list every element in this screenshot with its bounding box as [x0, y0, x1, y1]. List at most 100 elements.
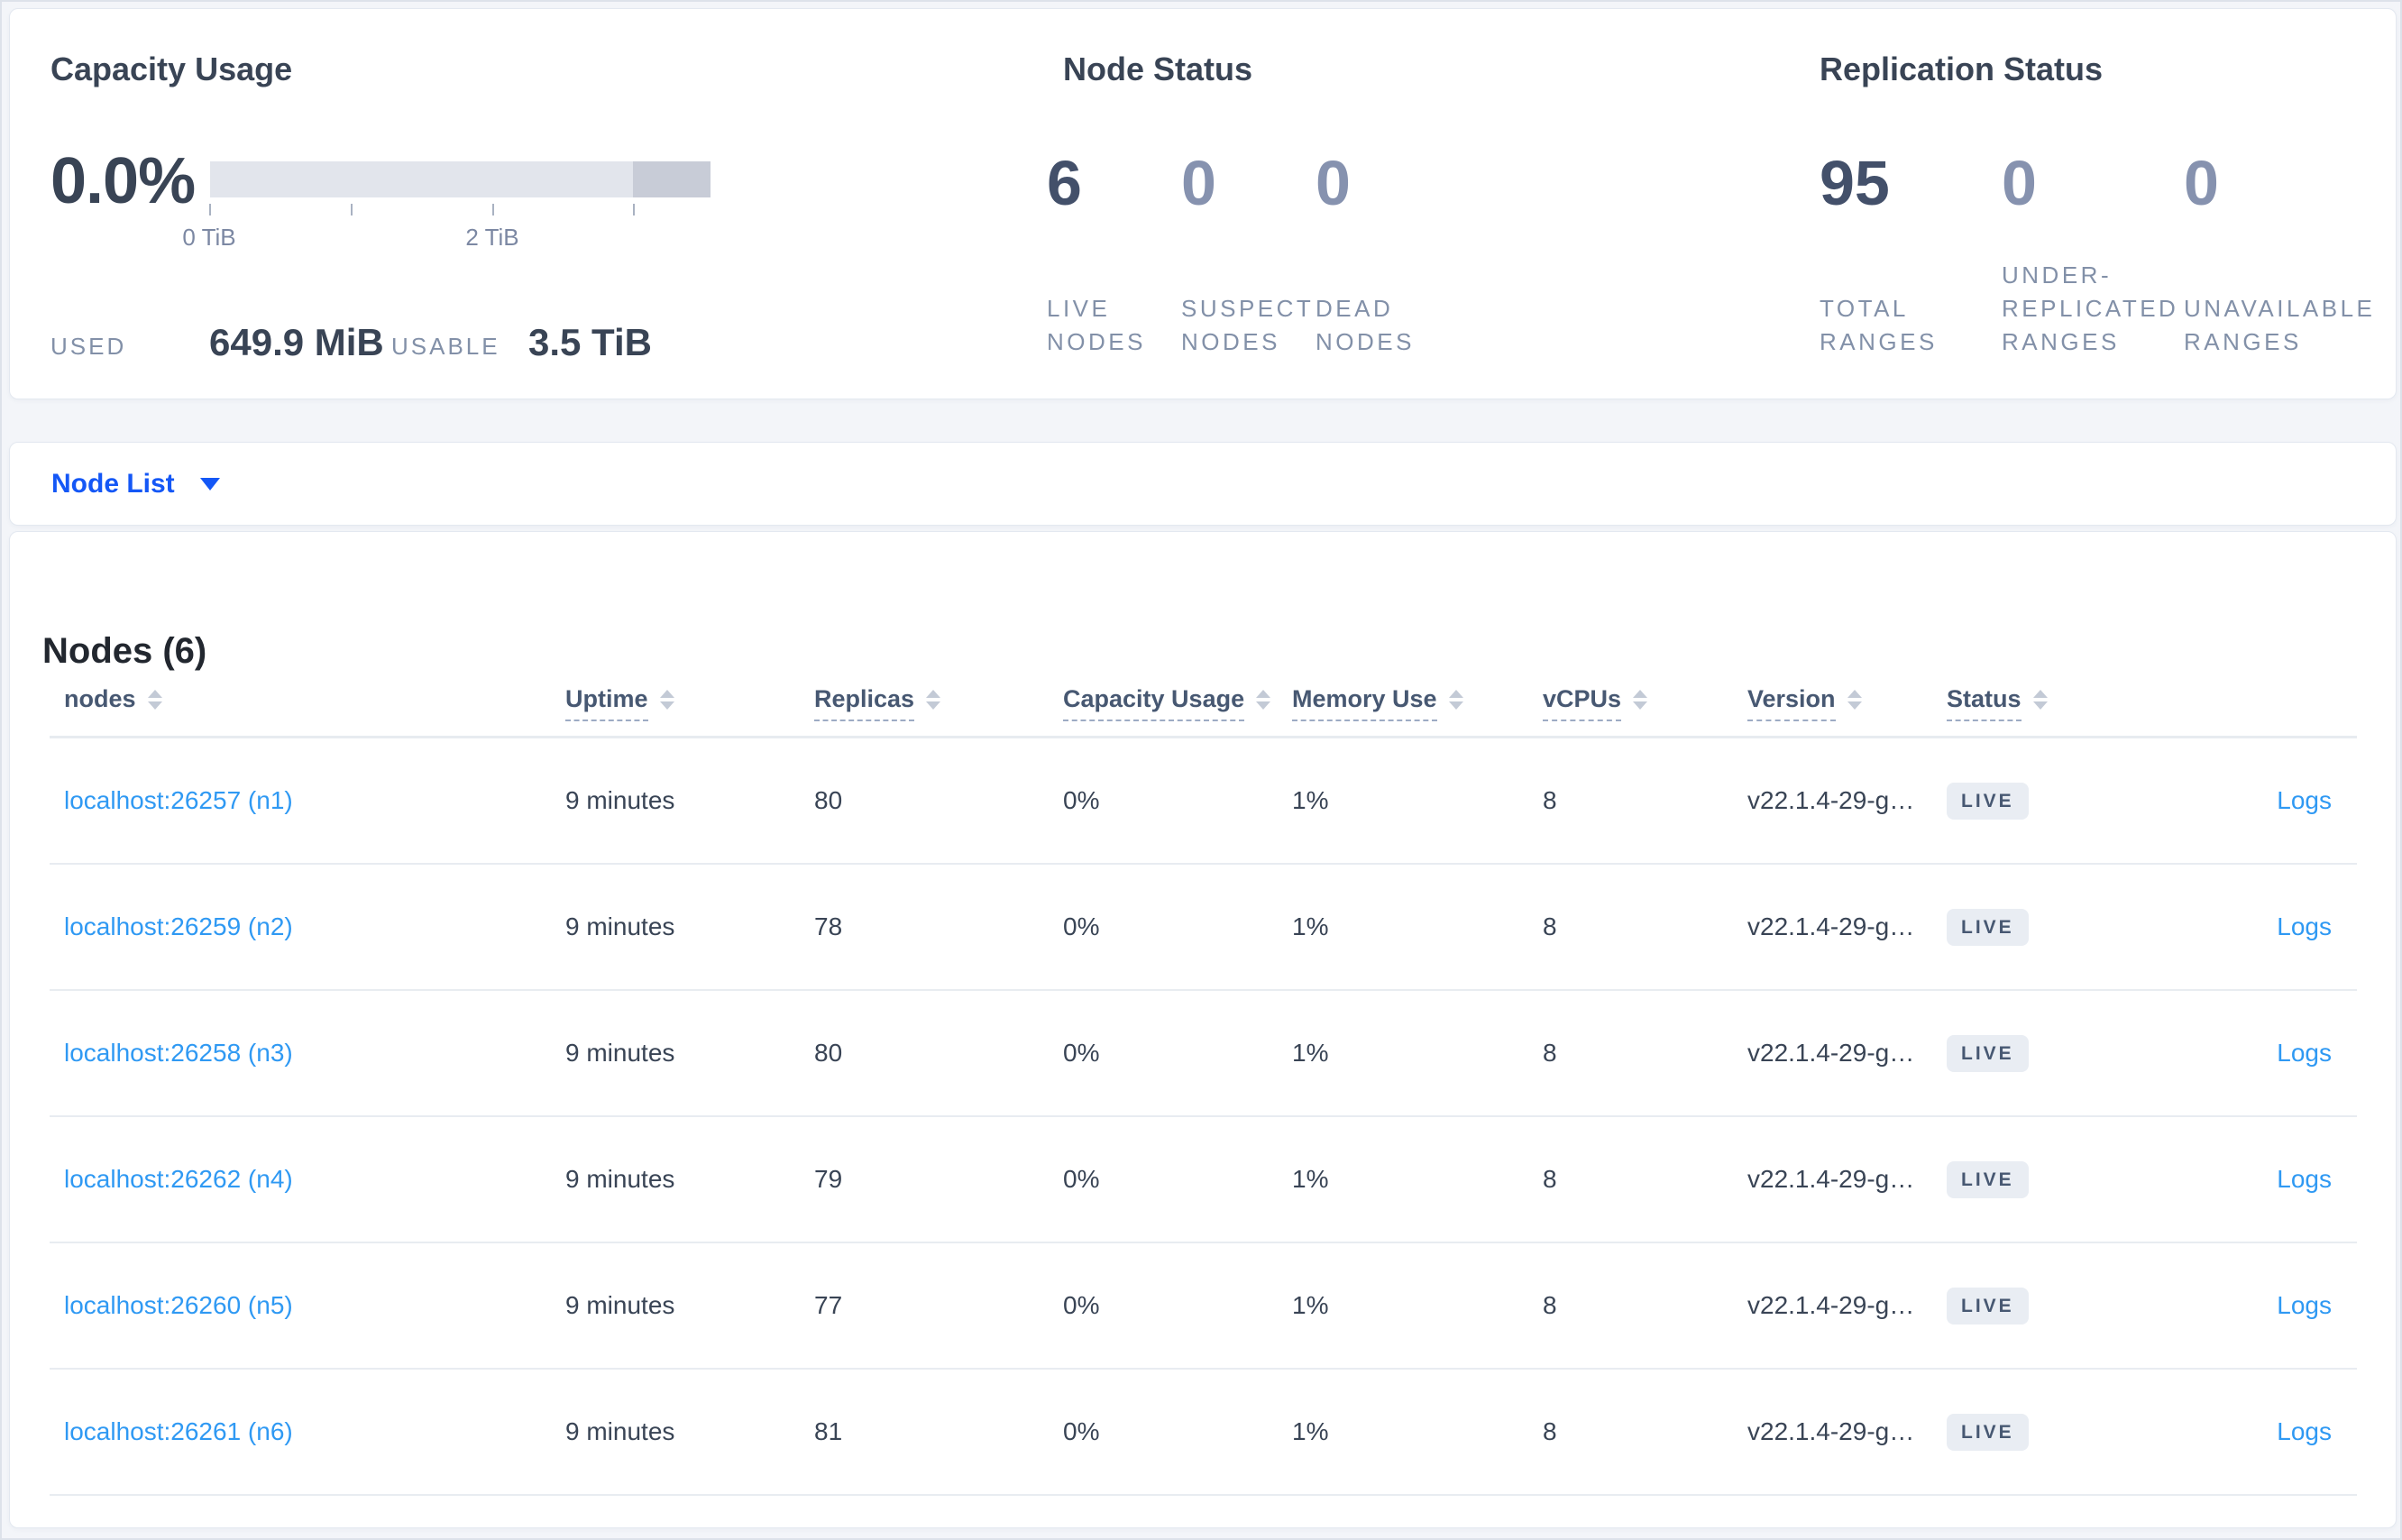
sort-icon[interactable] [1448, 690, 1463, 710]
column-header-nodes[interactable]: nodes [64, 685, 565, 736]
capacity-usage-cell: 0% [1063, 1039, 1100, 1067]
logs-link[interactable]: Logs [2277, 1417, 2332, 1445]
sort-icon[interactable] [2032, 690, 2048, 710]
node-address-link[interactable]: localhost:26257 (n1) [64, 786, 293, 814]
vcpus-cell: 8 [1543, 1291, 1557, 1319]
under-replicated-ranges-stat: 0 UNDER-REPLICATED RANGES [2002, 151, 2177, 359]
column-header-logs [2262, 685, 2357, 736]
axis-tick-label: 0 TiB [182, 224, 236, 251]
node-status-title: Node Status [1063, 50, 1253, 87]
status-badge: LIVE [1947, 1160, 2029, 1198]
table-row: localhost:26262 (n4) 9 minutes 79 0% 1% … [50, 1117, 2357, 1243]
vcpus-cell: 8 [1543, 1039, 1557, 1067]
status-badge: LIVE [1947, 908, 2029, 946]
sort-icon[interactable] [147, 690, 162, 710]
sort-icon[interactable] [659, 690, 674, 710]
logs-link[interactable]: Logs [2277, 1165, 2332, 1193]
node-list-dropdown-label: Node List [51, 468, 175, 499]
chevron-down-icon[interactable] [199, 477, 220, 490]
replication-status-stats: 95 TOTAL RANGES 0 UNDER-REPLICATED RANGE… [1820, 148, 2376, 359]
logs-link[interactable]: Logs [2277, 786, 2332, 814]
sort-icon[interactable] [926, 690, 941, 710]
memory-use-cell: 1% [1292, 912, 1329, 940]
version-cell: v22.1.4-29-g… [1747, 1291, 1915, 1319]
unavailable-ranges-value: 0 [2184, 148, 2219, 218]
table-row: localhost:26258 (n3) 9 minutes 80 0% 1% … [50, 991, 2357, 1117]
axis-tick [492, 204, 494, 215]
capacity-usage-bar [210, 161, 711, 197]
memory-use-cell: 1% [1292, 1165, 1329, 1193]
suspect-nodes-value: 0 [1181, 148, 1216, 218]
usable-value: 3.5 TiB [528, 321, 652, 363]
unavailable-ranges-stat: 0 UNAVAILABLE RANGES [2184, 148, 2376, 359]
node-list-dropdown[interactable]: Node List [51, 469, 175, 500]
sort-icon[interactable] [1256, 690, 1271, 710]
replicas-cell: 78 [814, 912, 843, 940]
column-header-status[interactable]: Status [1947, 685, 2262, 736]
column-header-memory-use[interactable]: Memory Use [1292, 685, 1543, 736]
logs-link[interactable]: Logs [2277, 1039, 2332, 1067]
vcpus-cell: 8 [1543, 1165, 1557, 1193]
column-header-uptime[interactable]: Uptime [565, 685, 814, 736]
node-address-link[interactable]: localhost:26259 (n2) [64, 912, 293, 940]
capacity-usage-cell: 0% [1063, 1165, 1100, 1193]
total-ranges-stat: 95 TOTAL RANGES [1820, 151, 1995, 359]
version-cell: v22.1.4-29-g… [1747, 786, 1915, 814]
replicas-cell: 80 [814, 786, 843, 814]
table-body: localhost:26257 (n1) 9 minutes 80 0% 1% … [50, 738, 2357, 1496]
table-row: localhost:26261 (n6) 9 minutes 81 0% 1% … [50, 1370, 2357, 1496]
capacity-usage-cell: 0% [1063, 912, 1100, 940]
status-badge: LIVE [1947, 782, 2029, 820]
view-selector-card: Node List [9, 442, 2397, 526]
sort-icon[interactable] [1633, 690, 1648, 710]
logs-link[interactable]: Logs [2277, 912, 2332, 940]
version-cell: v22.1.4-29-g… [1747, 1165, 1915, 1193]
replication-status-title: Replication Status [1820, 50, 2104, 87]
vcpus-cell: 8 [1543, 912, 1557, 940]
total-ranges-value: 95 [1820, 148, 1890, 218]
capacity-usage-title: Capacity Usage [50, 50, 293, 87]
column-header-version[interactable]: Version [1747, 685, 1947, 736]
table-header-row: nodes Uptime Replicas Capacity Usage Mem… [50, 673, 2357, 738]
logs-link[interactable]: Logs [2277, 1291, 2332, 1319]
replicas-cell: 81 [814, 1417, 843, 1445]
used-value: 649.9 MiB [209, 321, 384, 363]
capacity-usage-cell: 0% [1063, 1291, 1100, 1319]
replicas-cell: 79 [814, 1165, 843, 1193]
dead-nodes-value: 0 [1316, 148, 1351, 218]
suspect-nodes-stat: 0 SUSPECT NODES [1181, 148, 1314, 359]
version-cell: v22.1.4-29-g… [1747, 1417, 1915, 1445]
axis-tick [209, 204, 211, 215]
replicas-cell: 77 [814, 1291, 843, 1319]
node-address-link[interactable]: localhost:26260 (n5) [64, 1291, 293, 1319]
column-header-vcpus[interactable]: vCPUs [1543, 685, 1747, 736]
status-badge: LIVE [1947, 1034, 2029, 1072]
uptime-cell: 9 minutes [565, 1291, 675, 1319]
uptime-cell: 9 minutes [565, 786, 675, 814]
column-header-capacity-usage[interactable]: Capacity Usage [1063, 685, 1292, 736]
table-row: localhost:26259 (n2) 9 minutes 78 0% 1% … [50, 865, 2357, 991]
capacity-usage-cell: 0% [1063, 1417, 1100, 1445]
unavailable-ranges-label: UNAVAILABLE RANGES [2184, 295, 2376, 355]
live-nodes-stat: 6 LIVE NODES [1047, 151, 1162, 359]
used-label: USED [50, 333, 127, 360]
replicas-cell: 80 [814, 1039, 843, 1067]
vcpus-cell: 8 [1543, 1417, 1557, 1445]
nodes-table-card: Nodes (6) nodes Uptime Replicas Capacity… [9, 531, 2397, 1528]
memory-use-cell: 1% [1292, 1417, 1329, 1445]
column-header-replicas[interactable]: Replicas [814, 685, 1063, 736]
node-address-link[interactable]: localhost:26262 (n4) [64, 1165, 293, 1193]
memory-use-cell: 1% [1292, 1039, 1329, 1067]
live-nodes-value: 6 [1047, 148, 1082, 218]
total-ranges-label: TOTAL RANGES [1820, 295, 1938, 355]
node-address-link[interactable]: localhost:26258 (n3) [64, 1039, 293, 1067]
version-cell: v22.1.4-29-g… [1747, 912, 1915, 940]
uptime-cell: 9 minutes [565, 1417, 675, 1445]
status-badge: LIVE [1947, 1413, 2029, 1451]
node-status-stats: 6 LIVE NODES 0 SUSPECT NODES 0 DEAD NODE… [1047, 151, 1450, 359]
sort-icon[interactable] [1847, 690, 1862, 710]
suspect-nodes-label: SUSPECT NODES [1181, 295, 1314, 355]
axis-tick-label: 2 TiB [465, 224, 519, 251]
capacity-usage-cell: 0% [1063, 786, 1100, 814]
node-address-link[interactable]: localhost:26261 (n6) [64, 1417, 293, 1445]
